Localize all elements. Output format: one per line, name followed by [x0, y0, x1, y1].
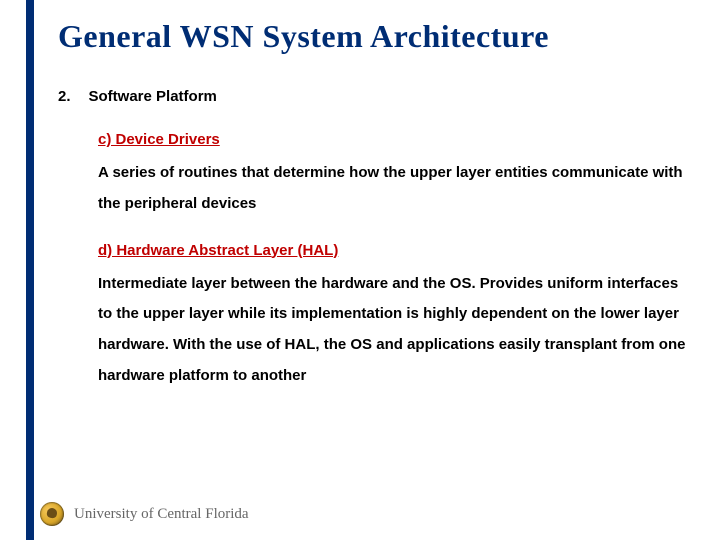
section-body: c) Device Drivers A series of routines t…: [98, 131, 692, 392]
item-heading: c) Device Drivers: [98, 131, 692, 148]
section-label: Software Platform: [89, 88, 217, 105]
item-body: Intermediate layer between the hardware …: [98, 269, 692, 392]
item-heading: d) Hardware Abstract Layer (HAL): [98, 242, 692, 259]
slide-content: 2. Software Platform c) Device Drivers A…: [58, 88, 692, 414]
slide-title: General WSN System Architecture: [58, 18, 549, 55]
item-body: A series of routines that determine how …: [98, 158, 692, 220]
section-heading: 2. Software Platform: [58, 88, 692, 105]
ucf-seal-icon: [40, 502, 64, 526]
university-name: University of Central Florida: [74, 506, 249, 523]
accent-vertical-bar: [26, 0, 34, 540]
footer: University of Central Florida: [40, 502, 249, 526]
section-number: 2.: [58, 88, 71, 105]
